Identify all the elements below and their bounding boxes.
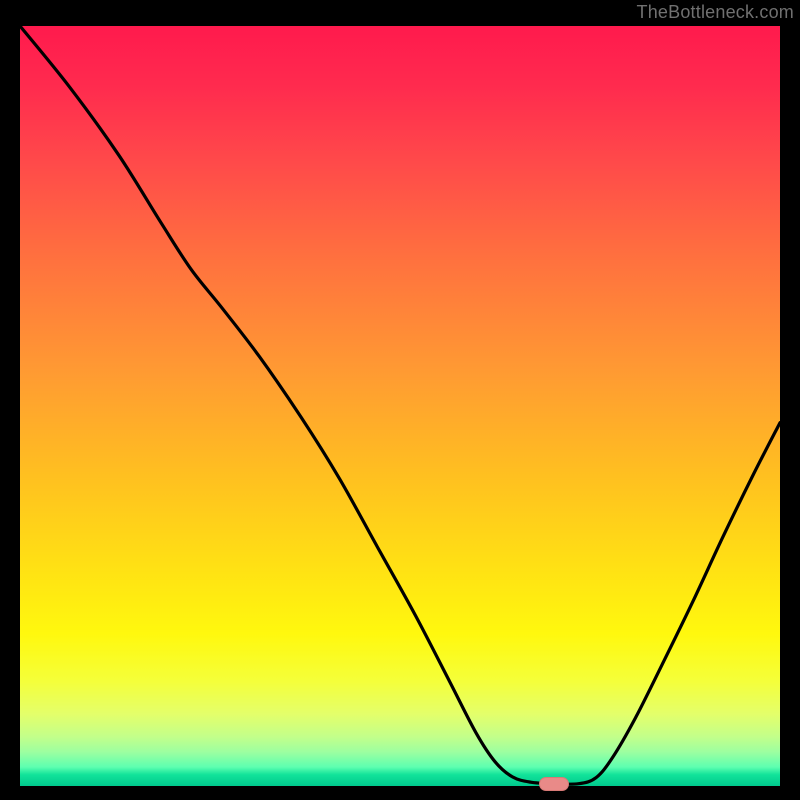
watermark-text: TheBottleneck.com: [637, 2, 794, 23]
plot-area: [20, 26, 780, 786]
figure-root: TheBottleneck.com: [0, 0, 800, 800]
curve-layer: [20, 26, 780, 786]
valley-marker: [539, 777, 569, 791]
bottleneck-curve: [20, 26, 780, 784]
